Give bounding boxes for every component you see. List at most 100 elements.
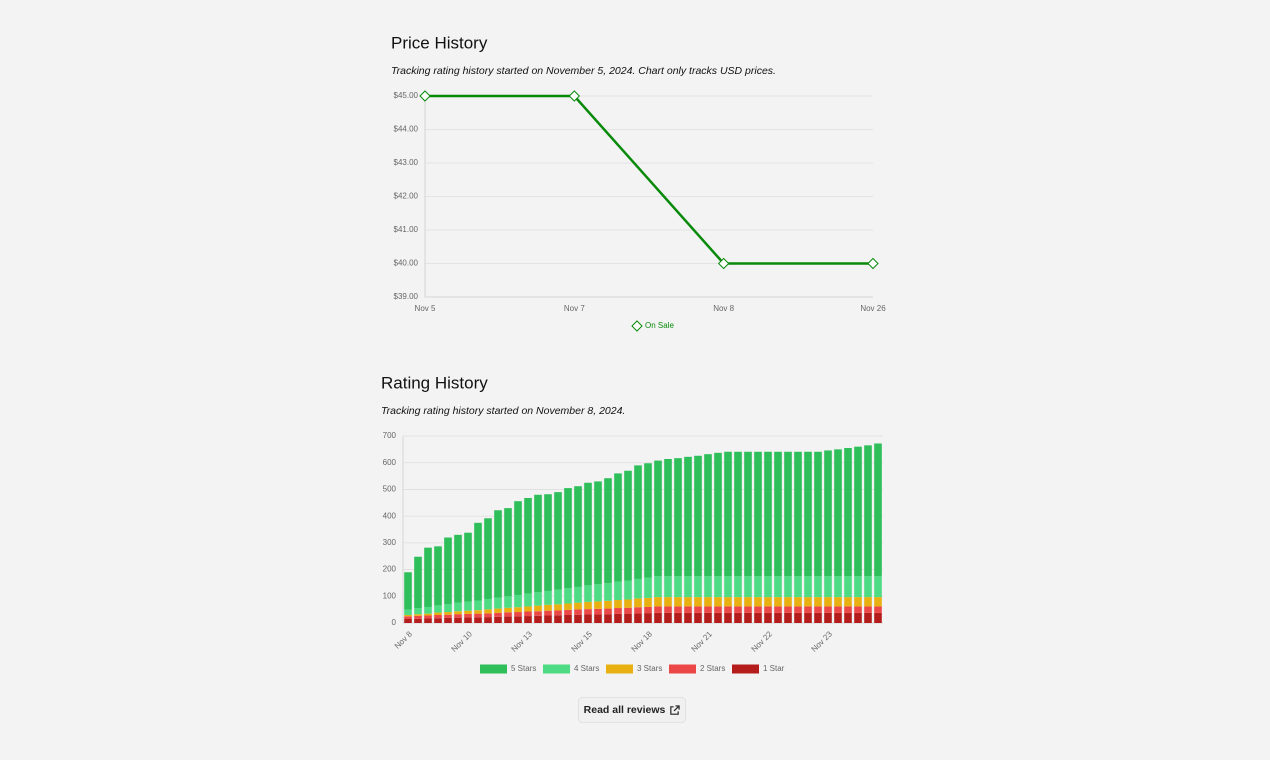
bar-segment xyxy=(474,600,482,611)
bar-segment xyxy=(824,450,832,577)
bar-segment xyxy=(674,597,682,607)
bar-segment xyxy=(624,470,632,581)
bar-segment xyxy=(834,612,842,623)
y-tick-label: $40.00 xyxy=(394,259,419,268)
bar-segment xyxy=(424,618,432,623)
bar-segment xyxy=(634,465,642,579)
y-tick-label: $44.00 xyxy=(394,125,419,134)
bar-segment xyxy=(854,597,862,607)
bar-segment xyxy=(594,584,602,602)
bar-segment xyxy=(484,518,492,599)
bar-segment xyxy=(864,612,872,623)
bar-segment xyxy=(754,597,762,607)
bar-segment xyxy=(514,612,522,617)
bar-segment xyxy=(584,614,592,623)
bar-segment xyxy=(614,608,622,614)
bar-segment xyxy=(604,583,612,601)
bar-segment xyxy=(794,597,802,607)
bar-segment xyxy=(624,613,632,623)
bar-segment xyxy=(774,597,782,607)
bar-segment xyxy=(874,443,882,577)
bar-segment xyxy=(644,463,652,578)
bar-segment xyxy=(754,606,762,613)
bar-segment xyxy=(534,611,542,616)
bar-segment xyxy=(714,612,722,623)
bar-segment xyxy=(544,494,552,591)
bar-segment xyxy=(804,606,812,613)
bar-segment xyxy=(714,606,722,613)
bar-segment xyxy=(844,612,852,623)
bar-segment xyxy=(734,606,742,613)
bar-segment xyxy=(694,606,702,613)
bar-segment xyxy=(494,616,502,623)
y-tick-label: 300 xyxy=(383,538,397,547)
bar-segment xyxy=(504,596,512,608)
legend-label: 3 Stars xyxy=(637,664,662,673)
bar-segment xyxy=(674,606,682,613)
bar-segment xyxy=(414,556,422,609)
x-tick-label: Nov 21 xyxy=(690,629,715,654)
x-tick-label: Nov 26 xyxy=(860,304,886,313)
bar-segment xyxy=(434,546,442,606)
bar-segment xyxy=(454,617,462,623)
y-tick-label: 700 xyxy=(383,431,397,440)
bar-segment xyxy=(534,605,542,612)
y-tick-label: $45.00 xyxy=(394,91,419,100)
bar-segment xyxy=(544,610,552,616)
bar-segment xyxy=(644,606,652,614)
bar-segment xyxy=(404,618,412,623)
bar-segment xyxy=(834,606,842,613)
bar-segment xyxy=(624,607,632,614)
bar-segment xyxy=(534,592,542,606)
bar-segment xyxy=(404,572,412,610)
bar-segment xyxy=(874,576,882,598)
bar-segment xyxy=(634,598,642,608)
bar-segment xyxy=(604,600,612,609)
bar-segment xyxy=(754,612,762,623)
bar-segment xyxy=(424,547,432,607)
bar-segment xyxy=(784,612,792,623)
bar-segment xyxy=(824,597,832,607)
x-tick-label: Nov 15 xyxy=(570,629,595,654)
legend-swatch xyxy=(480,664,507,674)
bar-segment xyxy=(744,606,752,613)
bar-segment xyxy=(624,599,632,608)
bar-segment xyxy=(564,609,572,615)
chart-subtitle: Tracking rating history started on Novem… xyxy=(381,405,625,417)
bar-segment xyxy=(724,612,732,623)
bar-segment xyxy=(424,615,432,619)
bar-segment xyxy=(464,613,472,618)
bar-segment xyxy=(444,612,452,615)
bar-segment xyxy=(874,597,882,607)
bar-segment xyxy=(554,492,562,590)
bar-segment xyxy=(494,612,502,617)
bar-segment xyxy=(664,597,672,607)
bar-segment xyxy=(564,488,572,589)
bar-segment xyxy=(764,576,772,598)
y-tick-label: $42.00 xyxy=(394,192,419,201)
bar-segment xyxy=(794,606,802,613)
bar-segment xyxy=(764,612,772,623)
bar-segment xyxy=(604,614,612,623)
chart-subtitle: Tracking rating history started on Novem… xyxy=(391,65,776,77)
read-reviews-button[interactable]: Read all reviews xyxy=(578,697,686,723)
bar-segment xyxy=(444,614,452,618)
bar-segment xyxy=(684,612,692,623)
bar-segment xyxy=(774,451,782,577)
bar-segment xyxy=(524,616,532,623)
legend-label: 4 Stars xyxy=(574,664,599,673)
price-line xyxy=(425,94,873,265)
y-tick-label: 600 xyxy=(383,458,397,467)
y-tick-label: 500 xyxy=(383,485,397,494)
bar-segment xyxy=(434,605,442,613)
point-marker xyxy=(568,90,581,102)
bar-segment xyxy=(564,588,572,604)
bar-segment xyxy=(734,451,742,577)
bar-segment xyxy=(694,597,702,607)
bar-segment xyxy=(544,604,552,611)
bar-segment xyxy=(424,613,432,616)
bar-segment xyxy=(804,612,812,623)
legend-label: 2 Stars xyxy=(700,664,725,673)
bar-segment xyxy=(754,451,762,577)
bar-segment xyxy=(744,576,752,598)
